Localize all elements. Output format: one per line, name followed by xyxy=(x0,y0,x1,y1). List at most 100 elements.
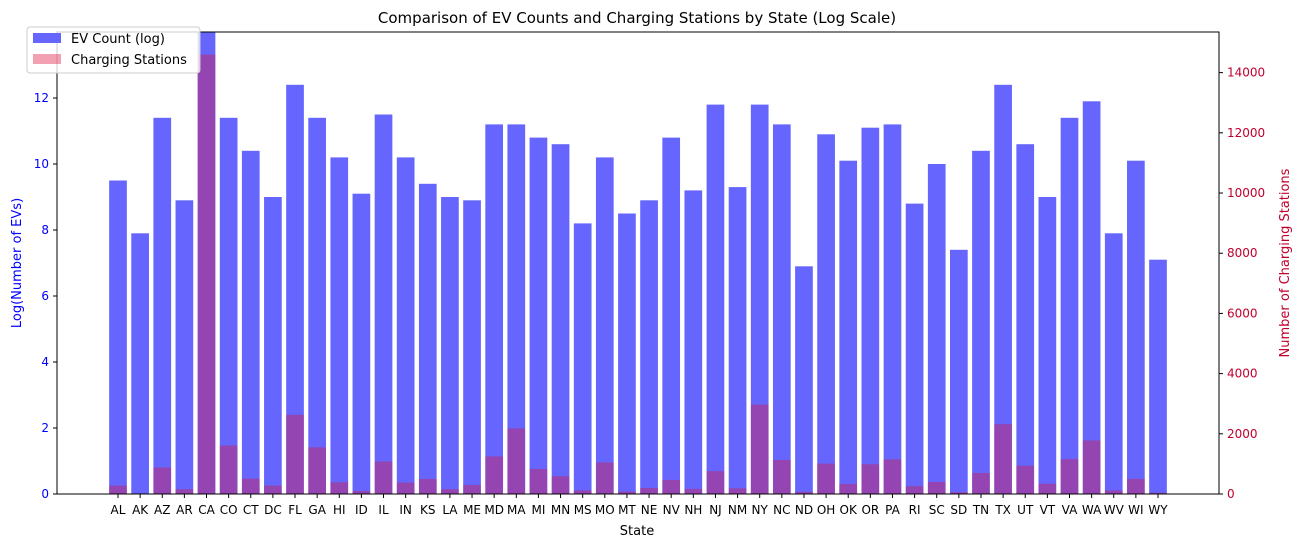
station-bar-hi xyxy=(330,482,349,494)
ev-bar-sd xyxy=(950,249,968,494)
station-bar-ny xyxy=(750,404,769,494)
right-tick-label: 2000 xyxy=(1227,427,1258,441)
station-bar-or xyxy=(861,464,880,494)
ev-bar-tx xyxy=(994,84,1012,495)
ev-bar-va xyxy=(1060,117,1079,495)
station-bar-az xyxy=(153,467,172,494)
x-tick-label-fl: FL xyxy=(288,503,302,517)
station-bar-ks xyxy=(418,478,437,494)
ev-bar-me xyxy=(463,200,481,495)
chart-title: Comparison of EV Counts and Charging Sta… xyxy=(378,9,896,27)
x-tick-label-hi: HI xyxy=(333,503,346,517)
x-tick-label-ca: CA xyxy=(198,503,215,517)
ev-bar-nc xyxy=(772,124,791,495)
ev-bar-mi xyxy=(529,137,548,494)
left-tick-label: 10 xyxy=(34,157,49,171)
x-tick-label-wy: WY xyxy=(1148,503,1168,517)
ev-bar-nm xyxy=(728,187,747,494)
y-axis-left-label: Log(Number of EVs) xyxy=(10,198,25,328)
ev-bar-tn xyxy=(972,150,990,495)
x-tick-label-la: LA xyxy=(442,503,458,517)
station-bar-vt xyxy=(1038,483,1057,494)
x-axis: AL AK AZ AR CA CO CT DC FL GA HI ID IL IN KS LA ME MD MA MI… xyxy=(111,494,1168,517)
ev-bar-ms xyxy=(573,223,592,494)
x-axis-label: State xyxy=(620,524,654,539)
station-bar-fl xyxy=(286,414,304,494)
right-tick-label: 6000 xyxy=(1227,306,1258,320)
ev-bar-co xyxy=(219,117,238,495)
station-bar-id xyxy=(352,490,371,494)
x-tick-label-wa: WA xyxy=(1082,503,1102,517)
station-bar-wa xyxy=(1082,440,1101,494)
legend: EV Count (log) Charging Stations xyxy=(26,26,201,74)
ev-bar-ks xyxy=(418,183,437,495)
ev-bar-md xyxy=(485,124,504,495)
station-bar-al xyxy=(109,485,127,494)
right-tick-label: 14000 xyxy=(1227,66,1265,80)
ev-bar-ak xyxy=(131,233,149,495)
x-tick-label-nd: ND xyxy=(795,503,813,517)
ev-bar-sc xyxy=(927,164,946,494)
station-bar-wi xyxy=(1127,478,1145,494)
left-tick-label: 2 xyxy=(41,421,49,435)
ev-bar-mn xyxy=(551,144,570,494)
x-tick-label-ut: UT xyxy=(1017,503,1034,517)
x-tick-label-ma: MA xyxy=(507,503,526,517)
ev-bar-az xyxy=(153,117,172,495)
ev-bar-ga xyxy=(308,117,326,495)
right-tick-label: 4000 xyxy=(1227,367,1258,381)
station-bar-tx xyxy=(994,424,1012,494)
station-bar-ga xyxy=(308,447,326,494)
x-tick-label-ny: NY xyxy=(752,503,769,517)
left-y-axis: 0 2 4 6 8 10 12 xyxy=(34,91,57,501)
station-bar-md xyxy=(485,456,504,494)
x-tick-label-ri: RI xyxy=(909,503,921,517)
ev-bar-wy xyxy=(1149,259,1167,494)
station-bar-ne xyxy=(640,487,658,494)
station-bar-il xyxy=(374,461,393,494)
station-bar-mt xyxy=(618,491,636,494)
x-tick-label-ne: NE xyxy=(641,503,658,517)
x-tick-label-wi: WI xyxy=(1128,503,1143,517)
right-tick-label: 10000 xyxy=(1227,186,1265,200)
legend-swatch-stations xyxy=(33,54,61,64)
station-bar-mo xyxy=(595,462,614,494)
station-bar-ms xyxy=(573,490,592,494)
ev-bar-ut xyxy=(1016,144,1035,494)
ev-bar-pa xyxy=(883,124,902,495)
x-tick-label-dc: DC xyxy=(264,503,282,517)
right-tick-label: 8000 xyxy=(1227,246,1258,260)
station-bar-ok xyxy=(839,484,858,494)
station-bar-co xyxy=(219,445,238,494)
x-tick-label-al: AL xyxy=(111,503,126,517)
x-tick-label-pa: PA xyxy=(885,503,900,517)
x-tick-label-in: IN xyxy=(399,503,412,517)
station-bar-ar xyxy=(175,489,194,494)
ev-bar-la xyxy=(441,197,459,494)
legend-swatch-ev xyxy=(33,33,61,43)
x-tick-label-ak: AK xyxy=(132,503,149,517)
charging-station-bars xyxy=(109,54,1167,494)
ev-bar-il xyxy=(374,114,393,494)
ev-bar-nd xyxy=(795,266,813,494)
x-tick-label-nh: NH xyxy=(684,503,702,517)
station-bar-ri xyxy=(905,486,924,494)
x-tick-label-nm: NM xyxy=(728,503,747,517)
x-tick-label-sd: SD xyxy=(950,503,967,517)
ev-bar-oh xyxy=(817,134,835,495)
x-tick-label-ks: KS xyxy=(420,503,436,517)
ev-bar-mo xyxy=(595,157,614,494)
x-tick-label-id: ID xyxy=(355,503,368,517)
x-tick-label-ms: MS xyxy=(574,503,592,517)
station-bar-dc xyxy=(264,485,282,494)
ev-bar-ca xyxy=(197,32,216,494)
x-tick-label-or: OR xyxy=(861,503,879,517)
plot-frame xyxy=(56,31,1220,495)
ev-bar-nv xyxy=(662,137,681,494)
x-tick-label-mo: MO xyxy=(595,503,615,517)
ev-bar-ok xyxy=(839,160,858,494)
x-tick-label-mi: MI xyxy=(531,503,545,517)
x-tick-label-ok: OK xyxy=(840,503,858,517)
left-tick-label: 0 xyxy=(41,487,49,501)
